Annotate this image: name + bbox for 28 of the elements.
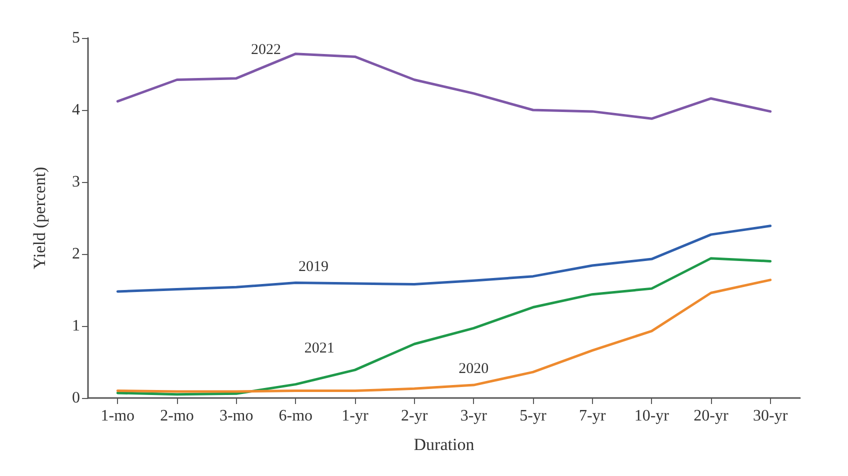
y-tick-label: 3 xyxy=(72,174,80,190)
y-tick-label: 4 xyxy=(72,102,80,118)
series-label: 2020 xyxy=(458,361,489,378)
x-tick-label: 1-mo xyxy=(100,408,135,424)
x-tick-label: 30-yr xyxy=(753,408,788,424)
series-label: 2019 xyxy=(298,259,328,276)
series-label: 2021 xyxy=(304,340,334,357)
line-series xyxy=(116,224,772,293)
x-tick-label: 2-mo xyxy=(160,408,194,424)
y-tick-label: 5 xyxy=(72,30,80,46)
x-tick-label: 1-yr xyxy=(342,408,369,424)
x-tick-label: 6-mo xyxy=(278,408,313,424)
y-axis-title: Yield (percent) xyxy=(30,166,49,270)
line-series xyxy=(116,257,772,396)
line-series xyxy=(116,278,772,393)
x-tick-label: 3-yr xyxy=(460,408,488,424)
line-series xyxy=(116,52,772,120)
y-tick-label: 2 xyxy=(72,246,80,262)
series-label: 2022 xyxy=(251,42,281,58)
x-tick-label: 3-mo xyxy=(219,408,254,424)
x-tick-label: 5-yr xyxy=(520,408,547,424)
x-tick-label: 2-yr xyxy=(401,408,428,424)
y-tick-label: 1 xyxy=(72,318,80,334)
x-tick-label: 7-yr xyxy=(579,408,606,424)
y-tick-label: 0 xyxy=(72,390,80,406)
x-tick-label: 10-yr xyxy=(634,408,670,424)
x-axis-title: Duration xyxy=(414,435,475,454)
x-tick-label: 20-yr xyxy=(694,408,729,424)
